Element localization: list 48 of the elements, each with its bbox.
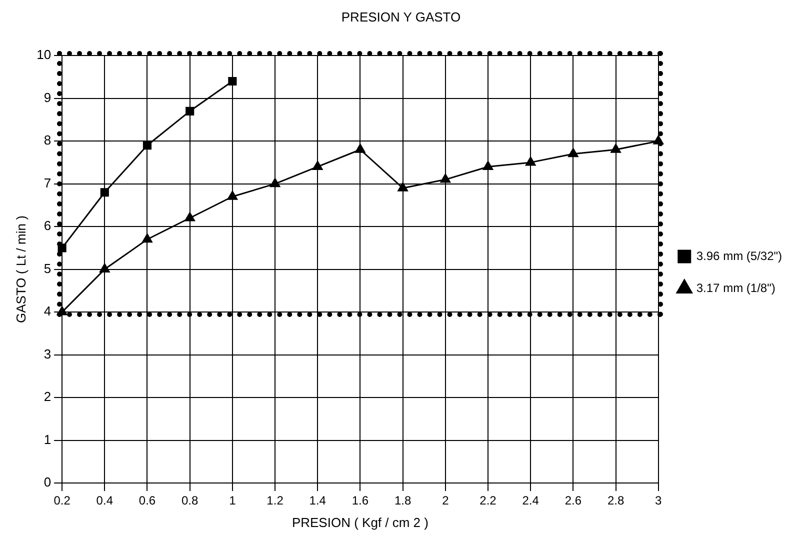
point <box>228 76 237 86</box>
x-tick-label: 1 <box>229 494 236 508</box>
x-tick-label: 0.4 <box>96 494 114 508</box>
x-tick-label: 1.2 <box>266 494 284 508</box>
y-tick-label: 9 <box>44 90 52 105</box>
y-tick-label: 8 <box>44 132 52 148</box>
point <box>355 144 366 153</box>
legend-label: 3.17 mm (1/8") <box>696 280 776 295</box>
x-tick-label: 3 <box>655 494 662 508</box>
point <box>398 182 408 192</box>
y-tick-label: 1 <box>44 432 52 447</box>
y-tick-label: 2 <box>44 389 52 404</box>
y-axis-title: GASTO ( Lt / min ) <box>13 216 28 323</box>
point <box>568 148 578 158</box>
point <box>142 141 152 150</box>
point <box>610 144 621 153</box>
y-tick-label: 10 <box>36 47 52 62</box>
point <box>100 188 109 197</box>
point <box>270 178 280 188</box>
x-tick-label: 0.6 <box>138 494 156 508</box>
x-tick-label: 2 <box>442 494 450 508</box>
point <box>227 190 238 200</box>
x-tick-label: 2.8 <box>607 494 624 508</box>
y-tick-label: 0 <box>44 474 52 490</box>
x-tick-label: 0.8 <box>182 494 199 508</box>
y-tick-label: 5 <box>44 260 52 276</box>
x-tick-label: 2.6 <box>564 494 582 508</box>
point <box>312 160 323 170</box>
point <box>186 106 194 116</box>
point <box>142 234 152 243</box>
point <box>184 212 195 222</box>
x-tick-label: 1.8 <box>394 494 412 508</box>
point <box>482 160 494 170</box>
x-axis-title: PRESION ( Kgf / cm 2 ) <box>292 514 428 530</box>
x-tick-label: 1.4 <box>309 494 326 508</box>
y-tick-label: 3 <box>44 346 52 362</box>
chart-title: PRESION Y GASTO <box>341 9 461 24</box>
point <box>100 264 110 273</box>
x-tick-label: 0.2 <box>54 494 71 508</box>
y-tick-label: 4 <box>44 304 52 319</box>
x-tick-label: 2.4 <box>522 494 540 508</box>
legend-label: 3.96 mm (5/32") <box>696 248 782 263</box>
y-tick-label: 6 <box>44 218 52 234</box>
x-tick-label: 2.2 <box>480 494 497 508</box>
y-tick-label: 7 <box>44 175 52 190</box>
point <box>440 174 450 183</box>
x-tick-label: 1.6 <box>352 494 369 508</box>
point <box>526 156 536 166</box>
